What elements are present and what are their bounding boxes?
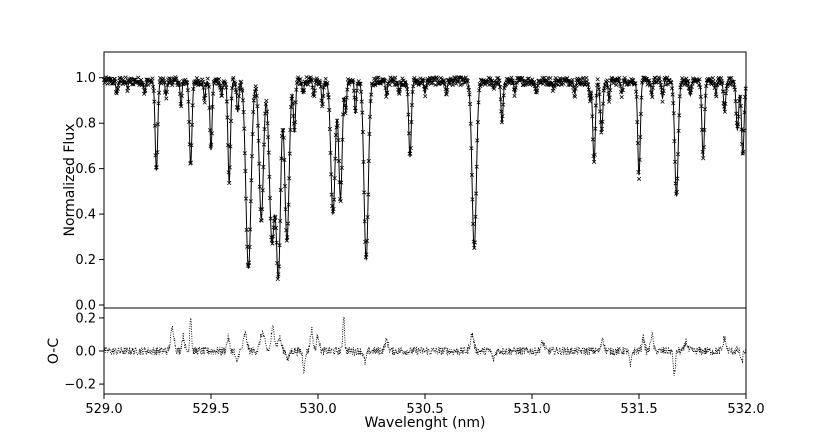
flux-panel-axes: 0.0 0.2 0.4 0.6 0.8 1.0: [75, 71, 104, 314]
residual-y-tick-label: 0.2: [75, 311, 96, 326]
flux-model-line: [104, 80, 747, 279]
residual-y-tick-label: 0.0: [75, 345, 96, 360]
residual-y-tick-label: −0.2: [64, 378, 96, 393]
x-tick-label: 530.5: [406, 402, 443, 417]
residual-panel-axes: 0.2 0.0 −0.2 529.0 529.5 530.0 530.5 531.0 531.5…: [64, 311, 764, 417]
flux-y-tick-label: 0.0: [75, 299, 96, 314]
x-tick-label: 529.0: [85, 402, 122, 417]
flux-observed-markers: [101, 75, 748, 282]
flux-panel: 0.0 0.2 0.4 0.6 0.8 1.0 Normalized Flux: [62, 51, 748, 314]
flux-y-tick-label: 0.8: [75, 117, 96, 132]
flux-y-tick-label: 1.0: [75, 71, 96, 86]
residual-y-axis-label: O-C: [46, 338, 62, 364]
x-axis-label: Wavelenght (nm): [365, 415, 486, 431]
flux-y-axis-label: Normalized Flux: [62, 124, 78, 237]
flux-y-tick-label: 0.2: [75, 253, 96, 268]
x-tick-label: 532.0: [727, 402, 764, 417]
residual-panel: 0.2 0.0 −0.2 529.0 529.5 530.0 530.5 531.0 531.5…: [46, 307, 765, 431]
x-tick-label: 529.5: [192, 402, 229, 417]
residual-series: [103, 316, 747, 376]
residual-line: [103, 316, 747, 376]
x-tick-label: 530.0: [299, 402, 336, 417]
x-tick-label: 531.5: [620, 402, 657, 417]
flux-y-tick-label: 0.4: [75, 208, 96, 223]
flux-series: [101, 75, 748, 282]
flux-y-tick-label: 0.6: [75, 162, 96, 177]
x-tick-label: 531.0: [513, 402, 550, 417]
residual-panel-frame: [103, 307, 747, 395]
